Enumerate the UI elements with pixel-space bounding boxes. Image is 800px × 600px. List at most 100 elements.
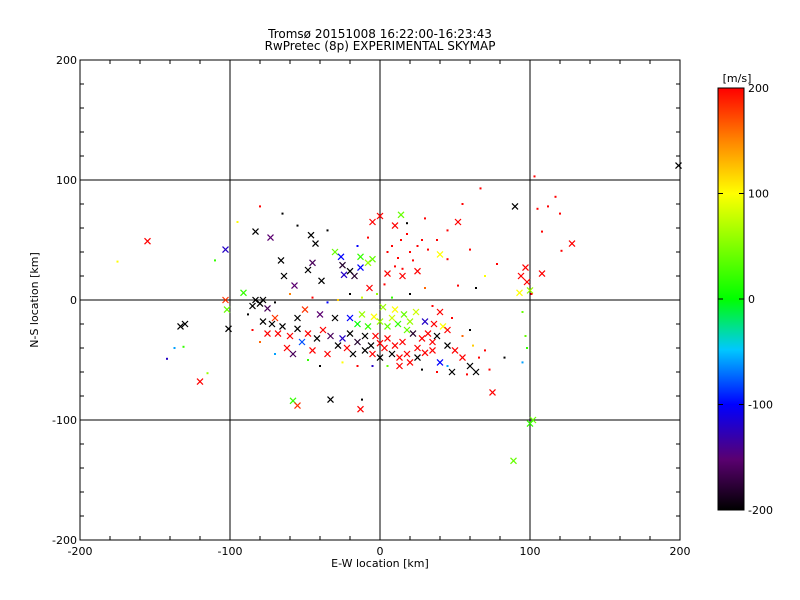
data-point-x — [444, 342, 451, 350]
data-point-x — [264, 330, 271, 338]
data-point-dot — [307, 359, 309, 361]
data-point-x — [361, 346, 369, 354]
data-point-x — [259, 318, 267, 326]
data-point-x — [294, 314, 301, 322]
data-point-x — [280, 272, 288, 280]
data-point-dot — [461, 203, 464, 205]
data-point-dot — [166, 357, 168, 360]
chart-title: Tromsø 20151008 16:22:00-16:23:43 — [268, 27, 492, 41]
data-point-dot — [446, 258, 449, 261]
data-point-x — [421, 318, 429, 326]
data-point-dot — [182, 345, 185, 348]
data-point-x — [357, 253, 364, 261]
data-point-dot — [386, 251, 389, 253]
data-point-dot — [431, 305, 434, 307]
data-point-dot — [337, 299, 339, 301]
data-point-x — [370, 313, 378, 321]
data-point-x — [391, 306, 399, 314]
data-point-x — [526, 286, 534, 294]
data-point-x — [517, 272, 525, 280]
data-points — [116, 162, 682, 465]
x-axis-label: E-W location [km] — [331, 557, 429, 570]
data-point-dot — [173, 347, 176, 349]
data-point-dot — [457, 284, 459, 287]
data-point-x — [451, 346, 459, 354]
data-point-x — [436, 308, 444, 316]
data-point-dot — [560, 249, 563, 252]
data-point-x — [399, 338, 406, 346]
data-point-x — [274, 330, 282, 338]
colorbar-tick-label: -100 — [748, 399, 773, 412]
data-point-dot — [526, 347, 528, 349]
data-point-x — [279, 322, 286, 330]
data-point-x — [414, 354, 421, 362]
data-point-dot — [469, 329, 471, 331]
data-point-x — [394, 320, 402, 328]
data-point-x — [331, 248, 339, 256]
data-point-x — [339, 334, 346, 342]
data-point-x — [361, 332, 369, 340]
data-point-dot — [206, 372, 209, 375]
data-point-dot — [311, 296, 314, 299]
data-point-dot — [289, 293, 291, 295]
y-tick-label: 100 — [56, 174, 77, 187]
data-point-x — [286, 332, 294, 340]
data-point-dot — [446, 229, 449, 232]
data-point-x — [403, 326, 411, 334]
data-point-x — [289, 350, 297, 358]
y-tick-label: 200 — [56, 54, 77, 67]
data-point-x — [240, 289, 247, 297]
data-point-dot — [296, 224, 299, 227]
data-point-dot — [319, 365, 321, 367]
data-point-x — [429, 338, 436, 346]
data-point-dot — [475, 287, 477, 289]
data-point-dot — [356, 245, 359, 247]
data-point-dot — [247, 313, 249, 316]
colorbar-tick-label: -200 — [748, 504, 773, 517]
grid-lines — [80, 60, 680, 540]
data-point-dot — [533, 175, 536, 178]
x-tick-label: 100 — [520, 545, 541, 558]
data-point-x — [346, 330, 354, 338]
data-point-x — [354, 338, 361, 346]
data-point-dot — [409, 293, 411, 295]
data-point-x — [489, 388, 496, 396]
data-point-dot — [367, 236, 369, 239]
data-point-x — [309, 259, 316, 267]
data-point-x — [349, 350, 357, 358]
x-tick-label: -100 — [218, 545, 243, 558]
colorbar-tick-label: 0 — [748, 293, 755, 306]
data-point-dot — [397, 257, 399, 259]
data-point-dot — [383, 283, 386, 286]
data-point-x — [367, 342, 375, 350]
data-point-dot — [386, 365, 389, 367]
data-point-dot — [341, 361, 344, 364]
data-point-x — [144, 237, 151, 245]
data-point-x — [421, 349, 429, 357]
data-point-x — [412, 308, 420, 316]
data-point-dot — [274, 353, 276, 355]
data-point-x — [222, 246, 229, 254]
data-point-x — [252, 296, 259, 304]
data-point-x — [313, 334, 321, 342]
data-point-x — [396, 354, 403, 362]
data-point-dot — [409, 251, 411, 253]
data-point-x — [177, 322, 184, 330]
data-point-dot — [484, 349, 486, 352]
data-point-x — [298, 338, 306, 346]
data-point-x — [324, 350, 331, 358]
data-point-x — [406, 358, 414, 366]
data-point-dot — [281, 212, 284, 215]
data-point-dot — [361, 296, 363, 299]
data-point-dot — [214, 259, 216, 262]
data-point-dot — [484, 275, 486, 277]
data-point-dot — [251, 329, 254, 331]
data-point-x — [418, 334, 426, 342]
data-point-x — [327, 396, 334, 404]
data-point-dot — [547, 205, 549, 208]
data-point-x — [459, 354, 466, 362]
y-tick-label: 0 — [70, 294, 77, 307]
data-point-dot — [554, 195, 557, 198]
data-point-x — [223, 306, 231, 314]
